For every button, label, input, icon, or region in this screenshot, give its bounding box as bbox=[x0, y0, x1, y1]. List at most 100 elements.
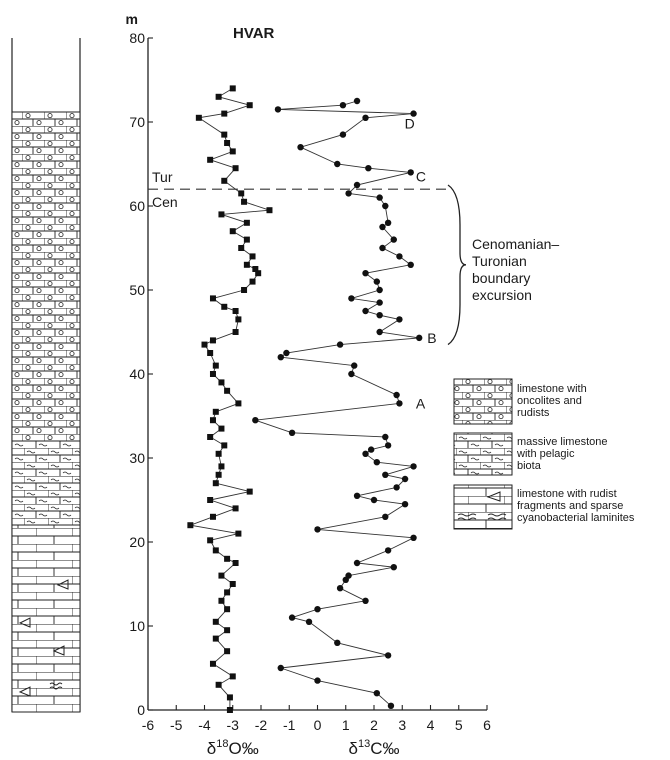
data-point bbox=[384, 442, 392, 449]
y-tick-label: 60 bbox=[129, 198, 145, 214]
data-point bbox=[187, 522, 194, 529]
data-point bbox=[376, 312, 383, 319]
data-point bbox=[277, 664, 284, 672]
data-point bbox=[209, 371, 216, 377]
data-point bbox=[229, 228, 236, 235]
data-point bbox=[353, 492, 361, 499]
data-point bbox=[362, 270, 369, 277]
data-point bbox=[373, 690, 381, 697]
data-point bbox=[305, 618, 313, 625]
data-point bbox=[235, 530, 242, 537]
excursion-label-line: Cenomanian– bbox=[472, 236, 559, 252]
data-point bbox=[224, 387, 231, 394]
data-point bbox=[218, 463, 225, 470]
data-point bbox=[226, 707, 233, 713]
data-point bbox=[277, 354, 284, 361]
laminite-icon bbox=[457, 513, 477, 517]
excursion-brace bbox=[447, 184, 467, 346]
data-point bbox=[252, 266, 259, 272]
y-tick-label: 50 bbox=[129, 282, 145, 298]
data-point bbox=[241, 198, 248, 205]
data-point bbox=[212, 618, 219, 625]
data-point bbox=[241, 287, 248, 293]
data-point bbox=[274, 106, 282, 113]
data-point bbox=[283, 349, 290, 357]
rudist-fragment-icon bbox=[18, 686, 31, 697]
data-point bbox=[362, 597, 369, 604]
point-label-b: B bbox=[427, 330, 436, 346]
data-point bbox=[362, 114, 369, 122]
data-point bbox=[249, 278, 256, 285]
data-point bbox=[224, 606, 231, 613]
x-tick-label: -6 bbox=[142, 717, 155, 733]
x-tick-label: -1 bbox=[283, 717, 296, 733]
data-point bbox=[238, 190, 245, 197]
data-point bbox=[382, 202, 389, 210]
series-line bbox=[255, 100, 420, 707]
data-point bbox=[384, 219, 392, 226]
data-point bbox=[215, 471, 222, 478]
data-point bbox=[229, 85, 236, 92]
data-point bbox=[401, 501, 409, 508]
data-point bbox=[376, 194, 383, 201]
data-point bbox=[351, 362, 358, 369]
legend-text-oncolites: rudists bbox=[517, 407, 550, 419]
data-point bbox=[416, 334, 423, 342]
legend-text-oncolites: limestone with bbox=[517, 383, 587, 395]
data-point bbox=[376, 299, 383, 306]
label-cen: Cen bbox=[152, 194, 178, 210]
legend-text-pelagic: massive limestone bbox=[517, 436, 607, 448]
x-tick-label: -3 bbox=[227, 717, 240, 733]
data-point bbox=[336, 585, 344, 592]
data-series bbox=[187, 85, 423, 713]
excursion-label-line: excursion bbox=[472, 287, 532, 303]
data-point bbox=[209, 660, 216, 667]
rudist-fragment-icon bbox=[18, 617, 31, 628]
data-point bbox=[365, 165, 372, 172]
data-point bbox=[224, 627, 231, 634]
data-point bbox=[243, 219, 250, 226]
data-point bbox=[215, 450, 222, 457]
data-point bbox=[249, 253, 256, 260]
data-point bbox=[218, 572, 225, 579]
data-point bbox=[288, 429, 296, 436]
lithology-oncolite-limestone bbox=[11, 111, 81, 442]
laminite-icon bbox=[457, 517, 477, 521]
data-point bbox=[232, 560, 239, 566]
data-point bbox=[221, 303, 228, 310]
data-point bbox=[215, 93, 222, 100]
data-point bbox=[238, 245, 245, 251]
data-point bbox=[379, 223, 386, 231]
y-tick-label: 30 bbox=[129, 450, 145, 466]
legend-text-rudist: limestone with rudist bbox=[517, 488, 617, 500]
data-point bbox=[207, 156, 214, 163]
series-line bbox=[188, 88, 270, 710]
data-point bbox=[232, 308, 239, 314]
data-point bbox=[348, 370, 355, 378]
laminite-icon bbox=[49, 682, 63, 686]
data-point bbox=[407, 261, 414, 268]
data-point bbox=[221, 442, 228, 449]
data-point bbox=[218, 425, 225, 432]
data-point bbox=[243, 261, 250, 268]
data-point bbox=[246, 488, 253, 495]
data-point bbox=[345, 572, 352, 579]
data-point bbox=[396, 316, 403, 323]
data-point bbox=[243, 236, 250, 243]
data-point bbox=[226, 694, 233, 701]
data-point bbox=[246, 102, 253, 109]
data-point bbox=[221, 131, 228, 138]
data-point bbox=[209, 295, 216, 302]
data-point bbox=[393, 484, 400, 491]
data-point bbox=[266, 207, 273, 214]
data-point bbox=[382, 433, 389, 441]
data-point bbox=[334, 639, 341, 646]
data-point bbox=[314, 606, 321, 613]
data-point bbox=[235, 316, 242, 323]
y-tick-label: 70 bbox=[129, 114, 145, 130]
data-point bbox=[384, 547, 392, 554]
data-point bbox=[393, 391, 400, 399]
data-point bbox=[235, 400, 242, 407]
